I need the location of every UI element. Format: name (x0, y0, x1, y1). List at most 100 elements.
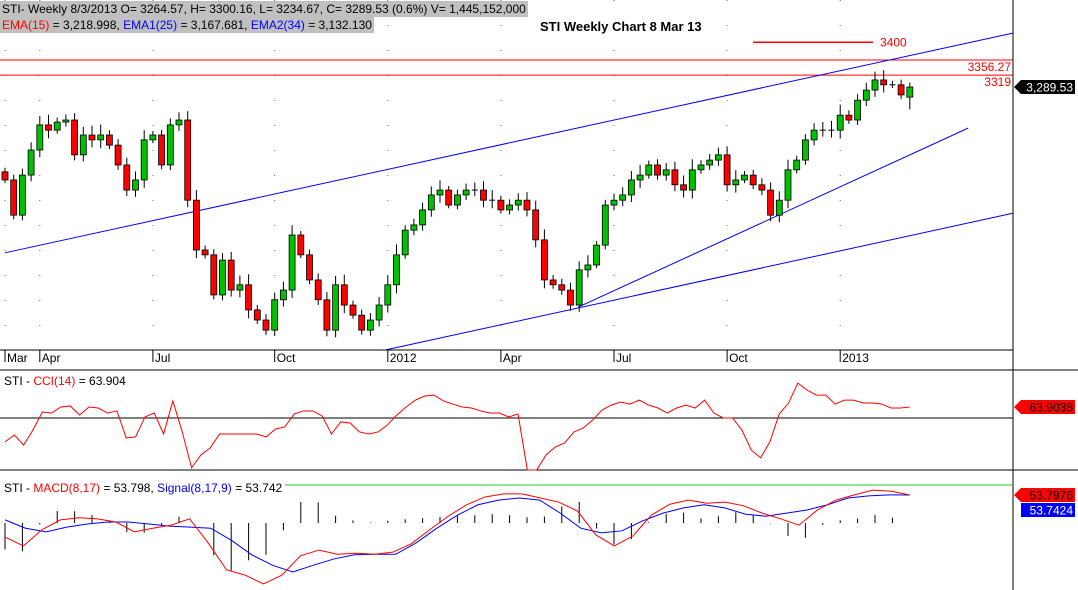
candle (79, 126, 87, 162)
macd-histogram (4, 501, 911, 571)
trendline (578, 127, 969, 308)
macd-indicator-label: MACD(8,17) (33, 481, 101, 495)
candle-body (732, 179, 740, 186)
candle (358, 309, 366, 335)
candle-body (201, 249, 209, 256)
cci-prefix: STI - (4, 374, 34, 388)
macd-prefix: STI - (4, 481, 34, 495)
candle (97, 124, 105, 149)
candle-body (436, 189, 444, 196)
candle-body (645, 164, 653, 176)
cci-value-tag: 63.9038 (1014, 400, 1075, 415)
candle (619, 187, 627, 207)
candle (123, 157, 131, 196)
x-tick-label: Jul (616, 351, 631, 365)
candle (688, 159, 696, 199)
candle (410, 218, 418, 236)
candle-body (384, 284, 392, 306)
candle (271, 292, 279, 336)
candle-body (419, 209, 427, 226)
candle-body (445, 189, 453, 206)
candle-body (662, 169, 670, 176)
candle-body (697, 164, 705, 171)
x-tick-label: Oct (729, 351, 748, 365)
macd-value-tag: 53.7976 (1014, 488, 1075, 503)
candle (366, 313, 374, 336)
candle (854, 94, 861, 125)
level-label: 3319 (984, 75, 1011, 89)
candle (680, 175, 687, 198)
candle (323, 292, 331, 337)
candle (715, 147, 722, 166)
candle-body (271, 299, 279, 331)
grid-lines (4, 0, 841, 350)
candle (489, 190, 496, 209)
candle (227, 252, 235, 297)
candle-body (97, 134, 105, 141)
candle-body (575, 269, 583, 306)
candle-body (541, 239, 548, 281)
chart-title: STI Weekly Chart 8 Mar 13 (540, 19, 702, 34)
candle (393, 244, 400, 294)
candle (749, 169, 757, 190)
candle (671, 161, 679, 192)
candle-body (462, 189, 470, 196)
candle-body (297, 234, 305, 256)
candle-body (253, 309, 261, 321)
candle-body (410, 224, 418, 231)
candle (601, 199, 609, 250)
x-tick-label: Jul (155, 351, 170, 365)
candle-body (227, 259, 235, 291)
macd-line (4, 489, 910, 585)
candle-body (593, 244, 600, 266)
signal-last-label: 53.7424 (1030, 504, 1074, 518)
candle (45, 114, 52, 139)
last-price-label: 3,289.53 (1026, 81, 1073, 95)
candle-body (427, 194, 435, 211)
candle (506, 199, 514, 215)
candle (828, 120, 835, 138)
candle-body (45, 124, 52, 131)
candle (427, 186, 435, 217)
candle-body (140, 139, 148, 181)
candle (584, 255, 592, 278)
candle (219, 253, 226, 301)
candle (628, 171, 635, 203)
candle-body (506, 204, 514, 211)
candle-body (106, 134, 113, 146)
candle (262, 313, 270, 336)
candle (88, 125, 96, 148)
candle-body (628, 179, 635, 196)
ema2-value: = 3,132.130 (304, 18, 372, 32)
cci-last-label: 63.9038 (1030, 401, 1074, 415)
candle (140, 130, 148, 188)
candle-body (836, 114, 844, 131)
candle-body (175, 119, 183, 126)
candle (836, 104, 844, 139)
signal-line (4, 494, 910, 573)
candle (166, 118, 174, 171)
x-tick-label: Apr (42, 351, 61, 365)
candle-body (897, 84, 905, 96)
x-tick-label: 2012 (390, 351, 417, 365)
candle (340, 274, 348, 314)
candle (558, 278, 566, 295)
candle (593, 241, 600, 269)
candle (27, 142, 35, 182)
candle-body (584, 264, 592, 271)
candle-body (671, 169, 679, 186)
candle (436, 180, 444, 203)
candle-body (810, 129, 818, 141)
candle (880, 70, 888, 93)
candle-body (453, 194, 461, 206)
candle (236, 275, 244, 298)
signal-value: = 53.742 (231, 481, 283, 495)
cci-indicator-label: CCI(14) (33, 374, 76, 388)
candle-body (314, 279, 322, 301)
candle-body (210, 254, 218, 296)
candle (36, 115, 44, 158)
candle (889, 80, 896, 89)
candle (862, 82, 870, 107)
candle (871, 71, 879, 97)
candle (184, 111, 192, 208)
